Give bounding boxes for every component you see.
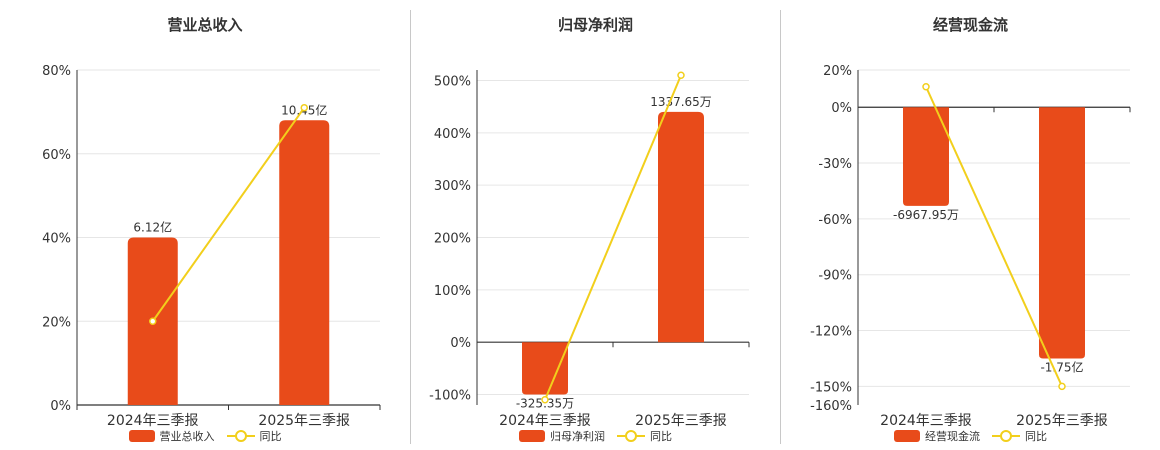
legend-label: 经营现金流: [925, 430, 980, 443]
y-tick-label: 0%: [831, 101, 852, 116]
bar: [522, 342, 568, 395]
y-tick-label: 0%: [50, 399, 71, 414]
panel-divider: [410, 10, 411, 444]
chart-svg: -100% 0% 100% 200% 300% 400% 500% -325.35万 1337.…: [429, 70, 750, 429]
y-tick-label: 300%: [434, 179, 471, 194]
y-tick-label: -90%: [818, 269, 852, 284]
bar-data-label: 6.12亿: [133, 220, 172, 235]
y-tick-label: -120%: [810, 325, 852, 340]
y-tick-label: -60%: [818, 213, 852, 228]
panel-divider: [780, 10, 781, 444]
legend-label: 同比: [1025, 430, 1047, 443]
y-tick-label: -160%: [810, 399, 852, 414]
y-tick-label: 400%: [434, 127, 471, 142]
x-tick-label: 2024年三季报: [499, 413, 591, 429]
legend-item-bar[interactable]: 经营现金流: [894, 428, 980, 444]
chart-panel-revenue: 营业总收入 0%20%40%60%80%6.12亿10.45亿2024年三季报2…: [0, 0, 410, 450]
yoy-point: [149, 317, 157, 325]
yoy-point: [300, 103, 308, 112]
chart-legend: 营业总收入 同比: [0, 428, 410, 444]
legend-item-line[interactable]: 同比: [992, 428, 1047, 444]
chart-title: 归母净利润: [557, 16, 633, 34]
yoy-line: [544, 74, 682, 401]
chart-title: 营业总收入: [167, 16, 243, 34]
bar: [1039, 107, 1085, 359]
legend-swatch-line: [617, 430, 645, 442]
chart-svg: 0%20%40%60%80%6.12亿10.45亿2024年三季报2025年三季…: [42, 64, 381, 429]
y-tick-label: 40%: [42, 232, 71, 247]
bar: [279, 120, 330, 405]
yoy-line: [925, 86, 1063, 387]
legend-label: 同比: [259, 430, 282, 443]
yoy-point: [922, 83, 930, 91]
bar-data-label: -6967.95万: [893, 208, 959, 222]
bar-data-label: -325.35万: [516, 397, 574, 411]
y-tick-label: 20%: [823, 64, 852, 79]
y-tick-label: 200%: [434, 232, 471, 247]
chart-panel-cash-flow: 经营现金流 20% 0% -30% -60% -90% -120% -150% -160% -6…: [781, 0, 1160, 450]
y-tick-label: 20%: [42, 315, 71, 330]
y-tick-label: -100%: [429, 389, 471, 404]
x-tick-label: 2025年三季报: [1016, 413, 1108, 429]
legend-swatch-bar: [128, 430, 155, 442]
bar: [903, 107, 949, 206]
legend-swatch-bar: [519, 430, 545, 442]
chart-title: 经营现金流: [932, 16, 1008, 34]
y-tick-label: 80%: [42, 64, 71, 79]
x-tick-label: 2025年三季报: [635, 413, 727, 429]
bar-data-label: 1337.65万: [650, 95, 712, 109]
legend-swatch-line: [226, 430, 255, 442]
y-tick-label: 500%: [434, 74, 471, 89]
y-tick-label: -150%: [810, 380, 852, 395]
chart-legend: 归母净利润 同比: [411, 428, 780, 444]
chart-legend: 经营现金流 同比: [781, 428, 1160, 444]
x-tick-label: 2024年三季报: [880, 413, 972, 429]
y-tick-label: 100%: [434, 284, 471, 299]
x-tick-label: 2024年三季报: [107, 413, 199, 429]
legend-item-line[interactable]: 同比: [226, 428, 282, 444]
bar: [658, 111, 704, 343]
x-tick-label: 2025年三季报: [258, 413, 350, 429]
y-tick-label: 60%: [42, 148, 71, 163]
chart-panel-net-profit: 归母净利润 -100% 0% 100% 200% 300% 400% 500% -325.35…: [411, 0, 780, 450]
yoy-point: [677, 71, 685, 79]
yoy-point: [541, 396, 549, 404]
y-tick-label: -30%: [818, 157, 852, 172]
chart-svg: 20% 0% -30% -60% -90% -120% -150% -160% -6967.95…: [810, 64, 1131, 429]
legend-swatch-line: [992, 430, 1020, 442]
legend-label: 归母净利润: [550, 430, 605, 443]
y-tick-label: 0%: [450, 336, 471, 351]
bar-data-label: -1.75亿: [1040, 359, 1083, 374]
yoy-point: [1058, 382, 1066, 391]
legend-label: 营业总收入: [159, 430, 215, 443]
legend-swatch-bar: [894, 430, 920, 442]
legend-item-line[interactable]: 同比: [617, 428, 672, 444]
yoy-line: [151, 107, 306, 322]
legend-label: 同比: [650, 430, 672, 443]
legend-item-bar[interactable]: 营业总收入: [128, 428, 215, 444]
legend-item-bar[interactable]: 归母净利润: [519, 428, 605, 444]
